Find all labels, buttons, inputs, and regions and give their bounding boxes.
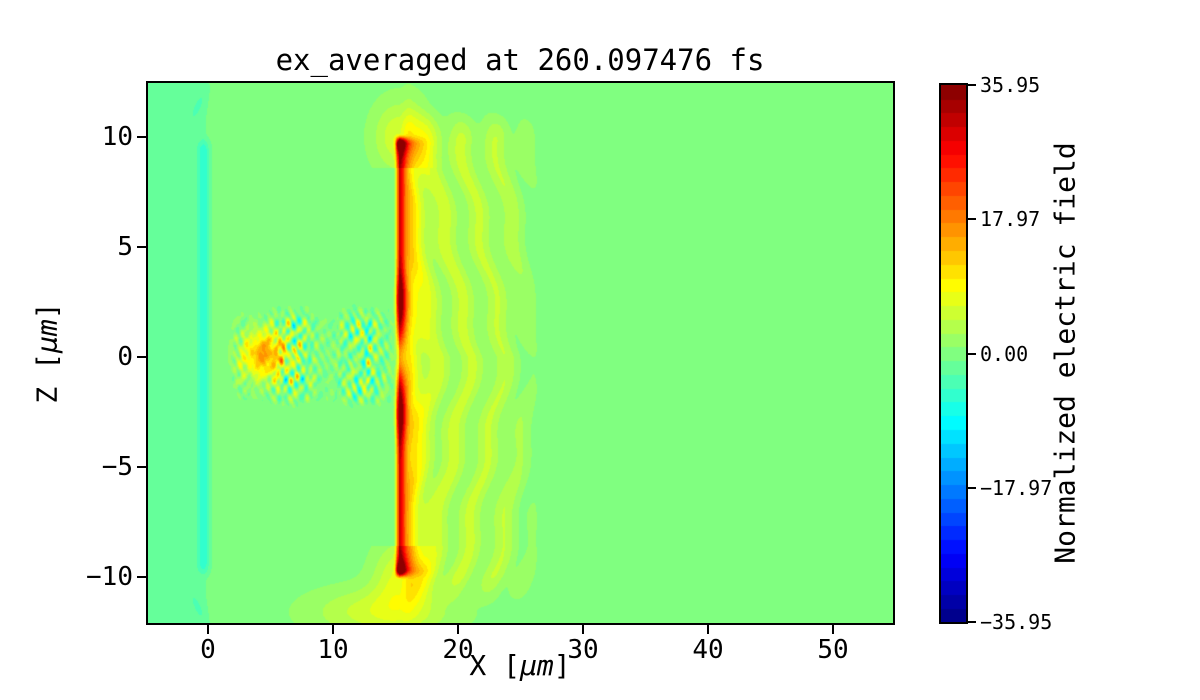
y-tick-label: 0 bbox=[117, 341, 133, 372]
y-tick-mark bbox=[137, 245, 146, 248]
x-tick-label: 10 bbox=[317, 635, 349, 665]
x-tick-mark bbox=[832, 625, 834, 634]
colorbar-label: Normalized electric field bbox=[1048, 142, 1082, 564]
colorbar-canvas bbox=[941, 85, 966, 622]
colorbar-tick-mark bbox=[968, 84, 976, 86]
x-axis-label-suffix: ] bbox=[553, 649, 571, 682]
x-tick-mark bbox=[207, 625, 209, 634]
colorbar-tick-mark bbox=[968, 621, 976, 623]
colorbar-tick-mark bbox=[968, 218, 976, 221]
colorbar-tick-label: 17.97 bbox=[980, 207, 1041, 232]
x-axis-label-mu: μm bbox=[520, 649, 554, 682]
colorbar-tick-label: −35.95 bbox=[980, 610, 1053, 634]
x-tick-mark bbox=[707, 625, 709, 634]
y-axis-label-prefix: Z [ bbox=[30, 353, 64, 404]
y-tick-label: 5 bbox=[117, 231, 133, 262]
x-tick-mark bbox=[582, 625, 584, 634]
colorbar-tick-label: −17.97 bbox=[980, 475, 1053, 500]
y-tick-mark bbox=[137, 465, 146, 468]
x-tick-label: 50 bbox=[817, 635, 849, 665]
y-tick-label: −5 bbox=[101, 451, 133, 482]
x-tick-mark bbox=[332, 625, 334, 634]
colorbar-tick-mark bbox=[968, 352, 976, 355]
plot-title: ex_averaged at 260.097476 fs bbox=[275, 43, 765, 77]
x-tick-mark bbox=[457, 625, 459, 634]
y-tick-mark bbox=[137, 575, 146, 578]
y-axis-label-mu: μm bbox=[30, 319, 64, 353]
x-axis-label: X [μm] bbox=[469, 649, 571, 682]
field-heatmap-canvas bbox=[148, 83, 893, 623]
y-tick-mark bbox=[137, 135, 146, 138]
colorbar-tick-mark bbox=[968, 486, 976, 489]
y-tick-label: −10 bbox=[86, 561, 133, 592]
y-tick-mark bbox=[137, 355, 146, 358]
x-axis-label-prefix: X [ bbox=[469, 649, 520, 682]
y-axis-label-suffix: ] bbox=[30, 302, 64, 320]
x-tick-label: 40 bbox=[692, 635, 724, 665]
colorbar-tick-label: 35.95 bbox=[980, 73, 1041, 97]
x-tick-label: 30 bbox=[567, 635, 599, 665]
y-axis-label: Z [μm] bbox=[30, 302, 64, 404]
y-tick-label: 10 bbox=[101, 121, 133, 152]
x-tick-label: 20 bbox=[442, 635, 474, 665]
x-tick-label: 0 bbox=[200, 635, 216, 665]
colorbar-tick-label: 0.00 bbox=[980, 341, 1029, 366]
